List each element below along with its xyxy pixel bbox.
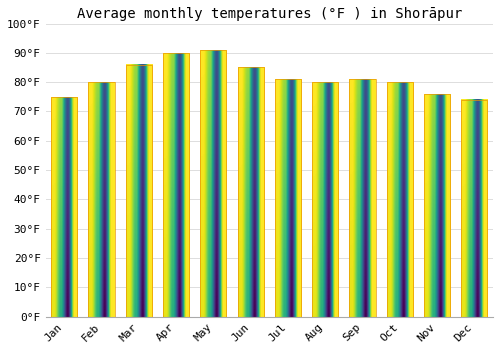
Title: Average monthly temperatures (°F ) in Shorāpur: Average monthly temperatures (°F ) in Sh… [76,7,462,21]
Bar [88,82,115,317]
Bar [200,50,226,317]
Bar [462,100,487,317]
Bar [387,82,413,317]
Bar [51,97,78,317]
Bar [275,79,301,317]
Bar [163,53,189,317]
Bar [350,79,376,317]
Bar [238,68,264,317]
Bar [126,64,152,317]
Bar [312,82,338,317]
Bar [424,94,450,317]
